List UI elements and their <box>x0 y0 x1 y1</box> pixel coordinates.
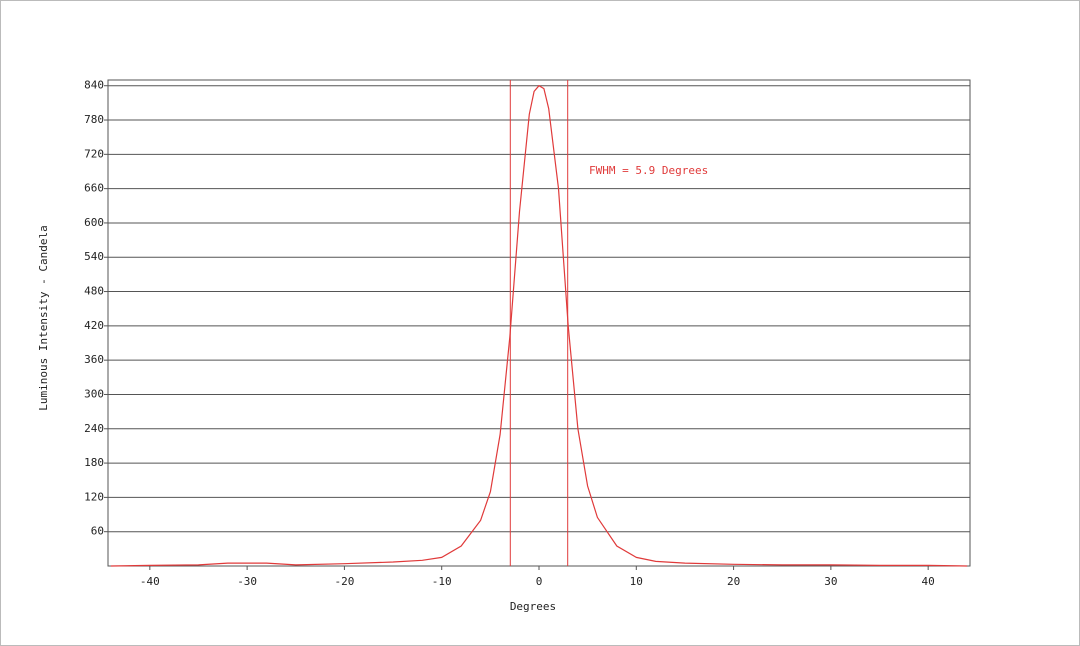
y-tick-label: 360 <box>84 353 104 366</box>
y-tick-label: 780 <box>84 113 104 126</box>
y-tick-label: 300 <box>84 387 104 400</box>
x-axis-label: Degrees <box>510 600 556 613</box>
plot-area <box>107 79 971 567</box>
y-tick-label: 840 <box>84 79 104 92</box>
y-tick-label: 60 <box>91 525 104 538</box>
y-tick-label: 720 <box>84 147 104 160</box>
x-tick-label: 10 <box>630 575 643 588</box>
y-tick-label: 120 <box>84 490 104 503</box>
x-tick-label: 0 <box>536 575 543 588</box>
x-tick-label: 40 <box>922 575 935 588</box>
x-tick-label: -10 <box>432 575 452 588</box>
y-tick-label: 420 <box>84 319 104 332</box>
y-axis-label: Luminous Intensity - Candela <box>37 225 50 410</box>
y-tick-label: 240 <box>84 422 104 435</box>
y-tick-label: 660 <box>84 182 104 195</box>
y-tick-label: 180 <box>84 456 104 469</box>
y-tick-label: 540 <box>84 250 104 263</box>
y-tick-label: 480 <box>84 285 104 298</box>
x-tick-label: -20 <box>334 575 354 588</box>
x-tick-label: -40 <box>140 575 160 588</box>
x-tick-label: 20 <box>727 575 740 588</box>
annotation: FWHM = 5.9 Degrees <box>589 164 708 177</box>
y-tick-label: 600 <box>84 216 104 229</box>
x-tick-label: 30 <box>824 575 837 588</box>
x-tick-label: -30 <box>237 575 257 588</box>
curve <box>110 84 968 567</box>
